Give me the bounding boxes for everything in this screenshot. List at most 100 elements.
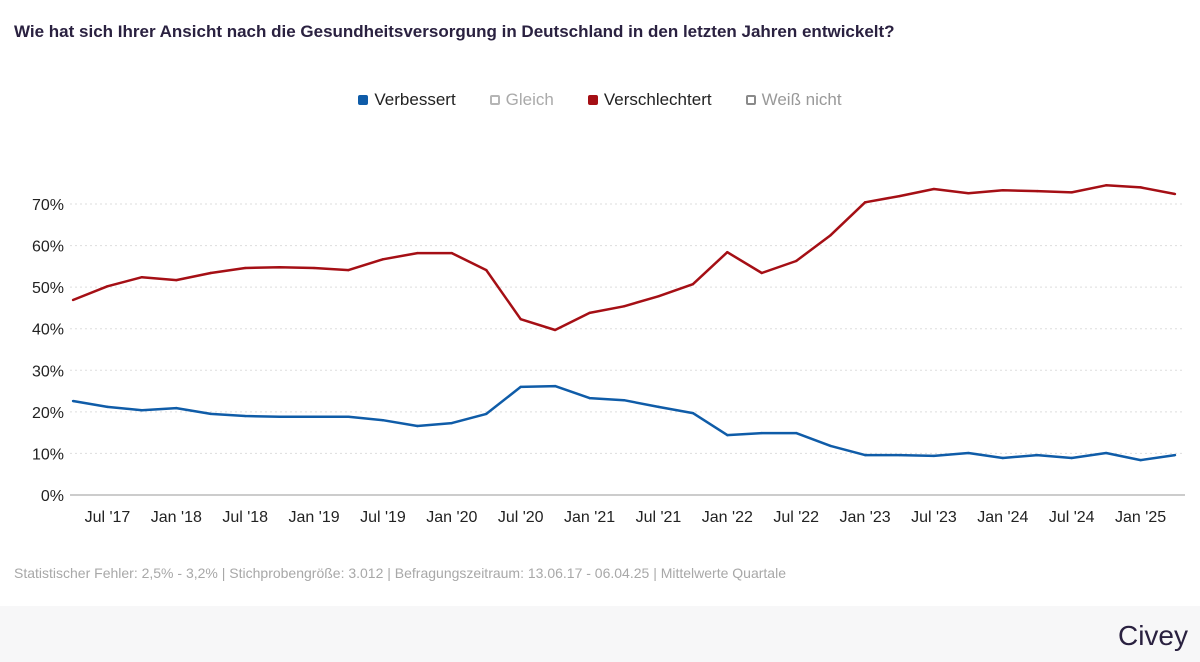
x-tick-label: Jul '19 <box>360 509 406 526</box>
data-point <box>691 283 695 286</box>
data-point <box>932 187 936 191</box>
x-tick-label: Jan '22 <box>702 509 753 526</box>
y-tick-label: 60% <box>32 239 64 256</box>
x-tick-label: Jul '22 <box>773 509 819 526</box>
data-point <box>829 233 832 237</box>
data-point <box>416 424 419 428</box>
data-point <box>450 251 454 255</box>
data-point <box>519 385 522 389</box>
data-point <box>175 406 178 410</box>
data-point <box>381 258 385 261</box>
data-point <box>1070 191 1073 194</box>
line-chart: 0% 10% 20% 30% 40% 50% 60% 70% Jul '17 Jan '18 Jul… <box>32 184 1185 526</box>
legend-item-verbessert[interactable]: Verbessert <box>358 90 456 110</box>
data-point <box>1001 456 1005 460</box>
data-point <box>657 295 660 298</box>
data-point <box>1139 186 1142 189</box>
x-tick-label: Jul '23 <box>911 509 957 526</box>
x-tick-label: Jan '19 <box>289 509 340 526</box>
x-tick-label: Jan '21 <box>564 509 615 526</box>
series-line-verschlechtert <box>72 184 1176 332</box>
data-point <box>553 384 557 388</box>
data-point <box>1001 189 1005 192</box>
x-tick-label: Jul '24 <box>1049 509 1095 526</box>
data-point <box>347 415 350 419</box>
data-point <box>863 453 867 457</box>
data-point <box>726 433 729 437</box>
legend-label: Verschlechtert <box>603 90 712 109</box>
data-point <box>760 431 763 435</box>
data-point <box>278 415 281 419</box>
series-line-verbessert <box>72 384 1176 462</box>
data-point <box>622 399 626 402</box>
x-tick-label: Jan '25 <box>1115 509 1166 526</box>
legend-swatch <box>587 95 598 105</box>
x-tick-label: Jan '18 <box>151 509 202 526</box>
data-point <box>898 453 901 457</box>
chart-title: Wie hat sich Ihrer Ansicht nach die Gesu… <box>14 22 895 41</box>
data-point <box>209 412 212 416</box>
x-tick-label: Jul '21 <box>636 509 682 526</box>
data-point <box>106 405 109 409</box>
legend-item-verschlechtert[interactable]: Verschlechtert <box>587 90 712 110</box>
data-point <box>1173 192 1177 196</box>
x-tick-label: Jan '24 <box>977 509 1028 526</box>
legend: Verbessert Gleich Verschlechtert Weiß ni… <box>0 90 1200 110</box>
data-point <box>691 411 695 415</box>
data-point <box>347 268 350 272</box>
data-point <box>1070 456 1073 460</box>
footer-note: Statistischer Fehler: 2,5% - 3,2% | Stic… <box>14 565 786 581</box>
data-point <box>967 451 970 455</box>
x-tick-label: Jul '18 <box>222 509 268 526</box>
footer-bar: Civey <box>0 606 1200 662</box>
data-point <box>863 201 867 204</box>
x-tick-label: Jul '17 <box>85 509 131 526</box>
data-point <box>209 271 212 275</box>
y-tick-label: 0% <box>41 488 64 505</box>
data-point <box>967 191 970 195</box>
data-point <box>794 431 798 435</box>
y-tick-label: 50% <box>32 280 64 297</box>
legend-label: Gleich <box>505 90 554 109</box>
data-point <box>106 285 109 288</box>
y-tick-label: 20% <box>32 405 64 422</box>
data-point <box>485 412 488 416</box>
civey-logo: Civey <box>1117 620 1188 651</box>
data-point <box>1036 453 1039 457</box>
data-point <box>140 275 144 279</box>
data-point <box>450 421 454 425</box>
data-point <box>622 305 626 308</box>
data-point <box>588 311 591 315</box>
legend-label: Verbessert <box>374 90 456 109</box>
data-point <box>760 271 763 275</box>
y-tick-label: 40% <box>32 322 64 339</box>
data-point <box>588 396 591 400</box>
data-point <box>1139 458 1142 462</box>
y-tick-label: 30% <box>32 363 64 380</box>
legend-swatch <box>745 95 756 105</box>
data-point <box>278 265 281 269</box>
x-tick-label: Jan '23 <box>840 509 891 526</box>
legend-item-gleich[interactable]: Gleich <box>489 90 554 110</box>
legend-item-weiss-nicht[interactable]: Weiß nicht <box>745 90 842 110</box>
data-point <box>381 418 385 422</box>
data-point <box>312 415 316 419</box>
y-tick-label: 70% <box>32 197 64 214</box>
data-point <box>1104 184 1108 187</box>
x-tick-label: Jan '20 <box>426 509 477 526</box>
data-point <box>312 266 316 270</box>
data-point <box>898 194 901 198</box>
data-point <box>243 414 247 418</box>
data-point <box>932 454 936 458</box>
data-point <box>71 298 75 302</box>
data-point <box>553 328 557 332</box>
legend-swatch <box>489 95 500 105</box>
legend-swatch <box>358 95 369 105</box>
data-point <box>519 317 522 321</box>
legend-label: Weiß nicht <box>761 90 842 109</box>
data-point <box>71 399 75 403</box>
data-point <box>1036 189 1039 193</box>
data-point <box>726 251 729 254</box>
data-point <box>829 444 832 448</box>
data-point <box>175 278 178 282</box>
